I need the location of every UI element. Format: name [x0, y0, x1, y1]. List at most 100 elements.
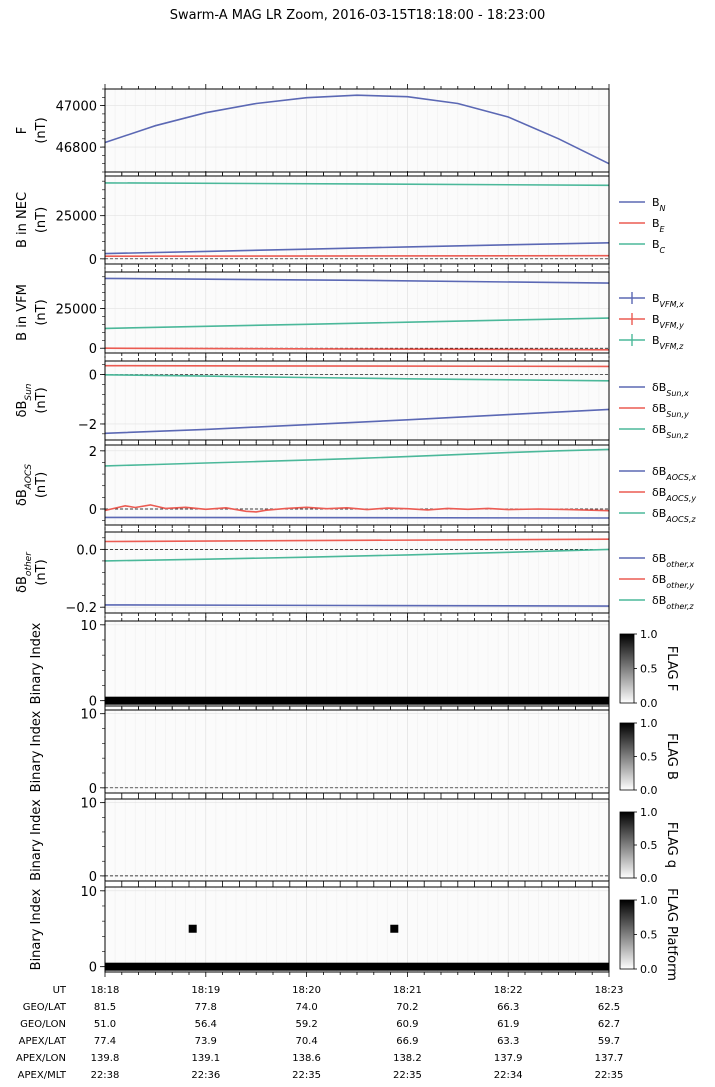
series-line-3	[104, 374, 610, 382]
xtable-cell: 22:36	[191, 1070, 220, 1081]
y-axis-label: Binary Index	[29, 622, 44, 704]
colorbar-tick-label: 1.0	[640, 628, 658, 641]
legend-label: BE	[652, 217, 666, 234]
series-line-1	[104, 277, 610, 284]
colorbar-tick-label: 0.0	[640, 697, 658, 710]
y-axis-label: B in NEC	[15, 192, 30, 248]
xtable-cell: 18:23	[595, 985, 624, 996]
y-tick-label: 0	[89, 503, 97, 518]
xtable-cell: 59.2	[295, 1019, 317, 1030]
xtable-cell: 138.2	[393, 1053, 422, 1064]
legend-label: δBother,y	[652, 573, 694, 590]
xtable-row-label: APEX/LAT	[19, 1036, 67, 1047]
panel-6	[100, 527, 645, 618]
legend-label: δBAOCS,z	[652, 507, 696, 524]
xtable-cell: 22:34	[494, 1070, 523, 1081]
xtable-row-label: APEX/MLT	[18, 1070, 67, 1081]
y-axis-label: Binary Index	[29, 888, 44, 970]
colorbar-tick-label: 0.5	[640, 663, 658, 676]
xtable-cell: 139.8	[91, 1053, 120, 1064]
colorbar-tick-label: 0.0	[640, 963, 658, 976]
legend-label: BVFM,y	[652, 313, 684, 330]
series-line-2	[104, 504, 610, 513]
legend-label: δBother,z	[652, 594, 694, 611]
xtable-cell: 63.3	[497, 1036, 519, 1047]
series-line-2	[104, 364, 610, 368]
colorbar-tick-label: 1.0	[640, 717, 658, 730]
xtable-cell: 70.2	[396, 1002, 418, 1013]
colorbar	[619, 899, 635, 970]
panel-5	[100, 440, 645, 530]
y-tick-label: 25000	[56, 303, 97, 318]
y-axis-unit: (nT)	[34, 387, 49, 413]
series-line-3	[104, 182, 610, 187]
colorbar	[619, 633, 635, 704]
series-line-1	[104, 242, 610, 255]
flag-point	[390, 924, 399, 933]
xtable-cell: 139.1	[191, 1053, 220, 1064]
series-line-1	[104, 94, 610, 165]
y-tick-label: 25000	[56, 210, 97, 225]
xtable-cell: 137.9	[494, 1053, 523, 1064]
y-tick-label: 2	[89, 445, 97, 460]
xtable-row-label: UT	[53, 985, 67, 996]
y-tick-label: 0	[89, 782, 97, 797]
flag-bar	[105, 962, 609, 971]
xtable-cell: 81.5	[94, 1002, 116, 1013]
xtable-cell: 61.9	[497, 1019, 519, 1030]
xtable-cell: 18:18	[91, 985, 120, 996]
y-axis-label: δBAOCS	[15, 464, 34, 507]
series-line-3	[104, 317, 610, 330]
series-line-3	[104, 448, 610, 467]
legend-label: BN	[652, 196, 666, 213]
colorbar-tick-label: 0.0	[640, 784, 658, 797]
y-tick-label: 10	[80, 797, 97, 812]
series-line-2	[104, 538, 610, 543]
colorbar-tick-label: 0.0	[640, 872, 658, 885]
y-tick-label: 0	[89, 695, 97, 710]
colorbar-tick-label: 1.0	[640, 806, 658, 819]
xtable-cell: 60.9	[396, 1019, 418, 1030]
xtable-cell: 77.8	[195, 1002, 217, 1013]
y-tick-label: 10	[80, 619, 97, 634]
panel-10	[100, 882, 637, 977]
colorbar-tick-label: 1.0	[640, 894, 658, 907]
xtable-cell: 18:20	[292, 985, 321, 996]
series-line-1	[104, 604, 610, 607]
y-tick-label: 10	[80, 885, 97, 900]
y-axis-unit: (nT)	[34, 117, 49, 143]
xtable-cell: 59.7	[598, 1036, 620, 1047]
y-axis-unit: (nT)	[34, 472, 49, 498]
xtable-row-label: GEO/LAT	[23, 1002, 67, 1013]
xtable-cell: 70.4	[295, 1036, 317, 1047]
colorbar-tick-label: 0.5	[640, 839, 658, 852]
xtable-cell: 22:35	[595, 1070, 624, 1081]
panel-1	[100, 84, 610, 177]
xtable-cell: 18:22	[494, 985, 523, 996]
xtable-row-label: GEO/LON	[20, 1019, 66, 1030]
legend-label: δBSun,z	[652, 423, 689, 440]
xtable-cell: 66.9	[396, 1036, 418, 1047]
xtable-cell: 77.4	[94, 1036, 116, 1047]
y-tick-label: 0	[89, 369, 97, 384]
colorbar-label: FLAG Platform	[664, 888, 679, 981]
y-tick-label: 46800	[56, 141, 97, 156]
xtable-cell: 56.4	[195, 1019, 217, 1030]
xtable-cell: 74.0	[295, 1002, 317, 1013]
colorbar-tick-label: 0.5	[640, 929, 658, 942]
colorbar	[619, 722, 635, 791]
y-axis-label: δBother	[15, 551, 34, 593]
series-line-1	[104, 516, 610, 519]
y-tick-label: 0	[89, 253, 97, 268]
legend-label: δBSun,x	[652, 381, 689, 398]
series-line-2	[104, 254, 610, 257]
series-line-2	[104, 347, 610, 351]
xtable-cell: 73.9	[195, 1036, 217, 1047]
xtable-cell: 138.6	[292, 1053, 321, 1064]
xtable-cell: 18:19	[191, 985, 220, 996]
y-axis-unit: (nT)	[34, 559, 49, 585]
colorbar-tick-label: 0.5	[640, 751, 658, 764]
y-axis-unit: (nT)	[34, 299, 49, 325]
xtable-cell: 22:35	[292, 1070, 321, 1081]
